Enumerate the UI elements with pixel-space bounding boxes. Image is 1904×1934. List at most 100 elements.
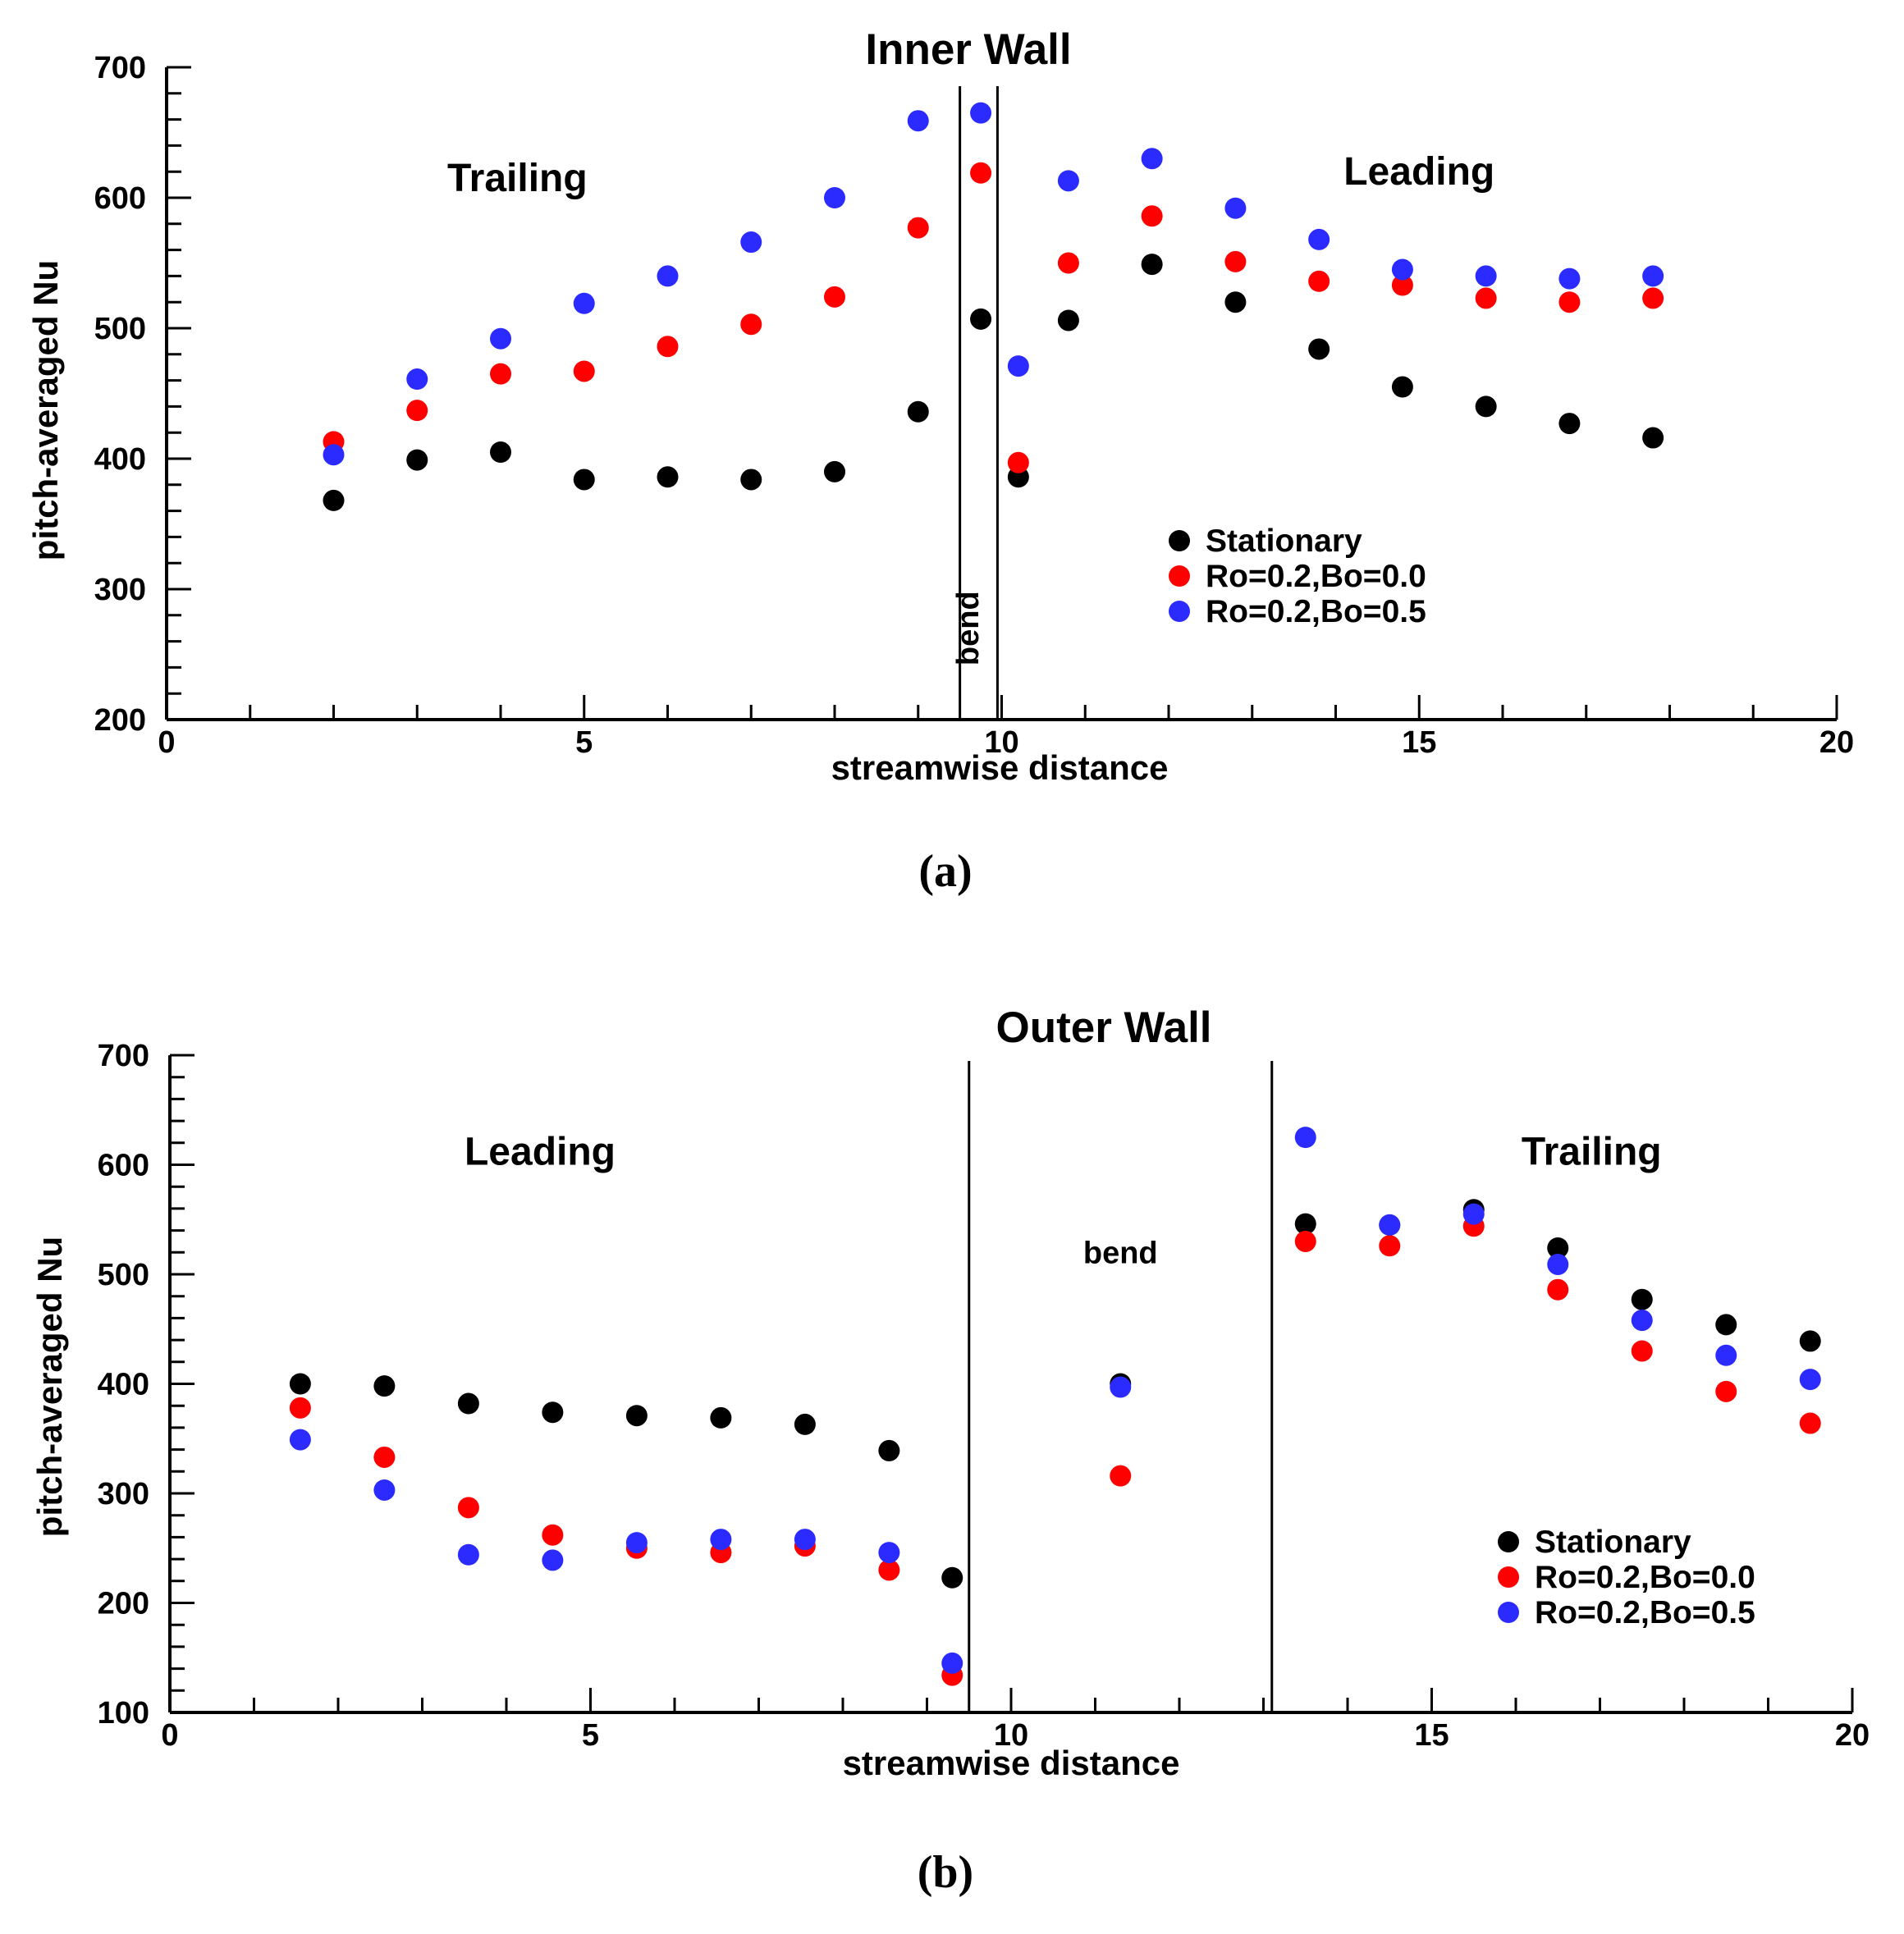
y-tick-label: 700 xyxy=(98,1039,149,1073)
x-axis-label: streamwise distance xyxy=(831,748,1169,787)
axes: 0 5 10 15 20 200 300 400 500 600 700 xyxy=(94,51,1855,760)
data-point xyxy=(1462,1203,1485,1225)
data-point xyxy=(878,1542,900,1564)
data-point xyxy=(1799,1369,1821,1391)
y-axis-label: pitch-averaged Nu xyxy=(26,260,65,560)
data-point xyxy=(1379,1214,1401,1236)
legend-entry: Ro=0.2,Bo=0.0 xyxy=(1535,1560,1755,1595)
y-tick-label: 200 xyxy=(94,703,146,738)
bend-region: bend xyxy=(951,86,999,720)
data-point xyxy=(457,1497,479,1519)
legend-marker xyxy=(1498,1602,1519,1623)
y-tick-label: 500 xyxy=(98,1258,149,1292)
data-point xyxy=(1715,1314,1737,1336)
data-point xyxy=(406,400,428,422)
y-tick-label: 300 xyxy=(94,573,146,607)
x-tick-label: 5 xyxy=(582,1718,599,1753)
data-point xyxy=(1110,1376,1132,1398)
x-tick-label: 5 xyxy=(575,725,593,760)
data-point xyxy=(970,308,992,330)
data-point xyxy=(794,1529,816,1551)
data-point xyxy=(1057,309,1079,331)
region-label: Leading xyxy=(465,1131,616,1174)
x-tick-label: 0 xyxy=(161,1718,178,1753)
region-label: Trailing xyxy=(1522,1131,1662,1174)
data-points xyxy=(323,102,1664,511)
data-point xyxy=(1294,1213,1316,1235)
data-point xyxy=(794,1413,816,1435)
axes: 0 5 10 15 20 100 200 300 400 500 600 700 xyxy=(98,1039,1870,1753)
data-point xyxy=(1715,1344,1737,1366)
data-point xyxy=(1308,270,1330,292)
data-point xyxy=(1141,148,1163,170)
x-tick-label: 0 xyxy=(158,725,175,760)
region-label: Leading xyxy=(1343,150,1494,194)
legend-entry: Stationary xyxy=(1206,524,1362,559)
x-tick-label: 20 xyxy=(1819,725,1854,760)
data-point xyxy=(970,162,992,184)
data-point xyxy=(542,1549,564,1571)
data-point xyxy=(373,1479,396,1501)
data-point xyxy=(406,368,428,391)
data-point xyxy=(1141,205,1163,227)
y-axis-label: pitch-averaged Nu xyxy=(30,1237,69,1537)
data-point xyxy=(1294,1127,1316,1149)
data-point xyxy=(457,1392,479,1415)
data-point xyxy=(323,489,345,511)
y-tick-label: 400 xyxy=(98,1368,149,1402)
x-tick-label: 10 xyxy=(984,725,1018,760)
y-tick-label: 400 xyxy=(94,442,146,477)
data-point xyxy=(542,1401,564,1424)
data-point xyxy=(1391,274,1413,296)
data-point xyxy=(1799,1330,1821,1352)
data-point xyxy=(824,460,845,482)
data-point xyxy=(573,469,595,491)
data-point xyxy=(573,360,595,382)
data-point xyxy=(657,336,679,358)
data-point xyxy=(406,449,428,471)
data-point xyxy=(1057,252,1079,274)
data-point xyxy=(1631,1340,1653,1362)
data-point xyxy=(373,1375,396,1397)
data-point xyxy=(1224,250,1247,272)
legend-marker xyxy=(1169,530,1190,551)
region-labels: Leading Trailing xyxy=(465,1131,1662,1174)
chart-inner-wall: Inner Wall 0 5 10 15 20 200 300 400 500 600 700 be… xyxy=(26,25,1854,897)
legend-entry: Stationary xyxy=(1535,1525,1691,1560)
data-point xyxy=(1547,1278,1569,1301)
data-point xyxy=(878,1439,900,1461)
data-point xyxy=(1642,265,1664,287)
data-point xyxy=(941,1652,963,1674)
data-point xyxy=(710,1529,732,1551)
data-point xyxy=(740,313,762,336)
data-point xyxy=(289,1373,311,1395)
data-point xyxy=(490,441,511,464)
data-point xyxy=(1715,1380,1737,1402)
chart-title: Outer Wall xyxy=(995,1004,1211,1052)
data-point xyxy=(1547,1253,1569,1275)
data-point xyxy=(1799,1412,1821,1434)
figure-caption: (b) xyxy=(918,1847,973,1898)
data-point xyxy=(1308,338,1330,360)
x-tick-label: 15 xyxy=(1414,1718,1449,1753)
data-point xyxy=(878,1559,900,1581)
data-point xyxy=(1558,267,1581,290)
data-point xyxy=(1631,1288,1653,1310)
data-point xyxy=(573,292,595,314)
data-point xyxy=(1224,197,1247,219)
y-tick-label: 600 xyxy=(98,1149,149,1183)
y-tick-label: 600 xyxy=(94,181,146,216)
data-point xyxy=(542,1524,564,1546)
data-point xyxy=(323,444,345,466)
y-tick-label: 200 xyxy=(98,1587,149,1621)
data-point xyxy=(824,187,845,208)
data-point xyxy=(907,110,929,132)
data-point xyxy=(289,1429,311,1451)
region-labels: Trailing Leading xyxy=(447,150,1494,200)
data-point xyxy=(657,265,679,287)
data-point xyxy=(1631,1310,1653,1332)
legend-marker xyxy=(1498,1566,1519,1588)
data-point xyxy=(1391,376,1413,398)
